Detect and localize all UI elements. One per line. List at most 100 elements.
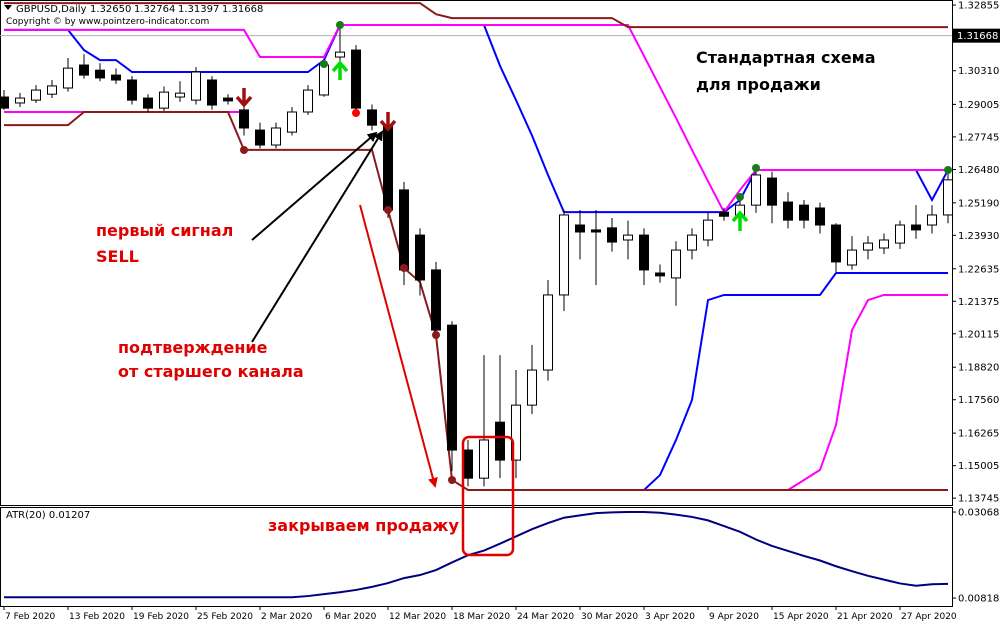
y-tick-label: 1.17560: [958, 395, 999, 406]
current-price-box: [953, 28, 1000, 43]
annotation: Стандартная схема: [696, 48, 876, 67]
candle-body: [207, 79, 217, 106]
menu-triangle: [4, 5, 12, 10]
buy-arrow: [331, 60, 349, 80]
x-tick-label: 30 Mar 2020: [581, 612, 638, 622]
candle-body: [351, 49, 361, 109]
y-tick-label: 1.16265: [958, 429, 999, 440]
main-panel: [0, 0, 953, 506]
sell-arrow: [379, 112, 397, 132]
channel-line: [4, 2, 948, 29]
candle-body: [607, 227, 617, 243]
trend-arrow: [359, 204, 438, 488]
candle-body: [767, 177, 777, 206]
buy-arrow: [731, 210, 749, 231]
dot: [944, 166, 952, 174]
candle-body: [303, 89, 313, 113]
y-tick-label: 1.18820: [958, 363, 999, 374]
candle-body: [559, 214, 569, 296]
candle-body: [863, 242, 873, 251]
channel-line: [787, 293, 948, 491]
y-tick-label: 0.00818: [958, 594, 999, 605]
annotation: от старшего канала: [118, 362, 304, 381]
candle-layer: [0, 25, 953, 487]
candle-body: [623, 234, 633, 241]
pointer-arrow: [251, 130, 384, 343]
x-tick-label: 21 Apr 2020: [837, 612, 893, 622]
annotation: SELL: [96, 247, 139, 266]
candle-body: [399, 189, 409, 271]
candle-body: [127, 79, 137, 101]
channel-line: [628, 272, 948, 492]
candle-body: [79, 64, 89, 76]
copyright: Copyright © by www.pointzero-indicator.c…: [6, 17, 209, 27]
symbol: GBPUSD,Daily: [16, 4, 87, 15]
dot: [736, 193, 744, 201]
x-tick-label: 2 Mar 2020: [261, 612, 313, 622]
candle-body: [655, 272, 665, 277]
y-tick-label: 1.25190: [958, 198, 999, 209]
candle-body: [671, 249, 681, 279]
y-tick-label: 1.15005: [958, 461, 999, 472]
candle-body: [239, 109, 249, 129]
x-tick-label: 15 Apr 2020: [773, 612, 829, 622]
dot: [384, 206, 392, 214]
dot: [752, 164, 760, 172]
signal-arrows: [235, 60, 749, 231]
candle-body: [879, 239, 889, 249]
atr-title: ATR(20) 0.01207: [6, 510, 90, 521]
candle-body: [415, 234, 425, 281]
candle-body: [31, 89, 41, 101]
dot: [448, 476, 456, 484]
quote-close: 1.31668: [222, 4, 263, 15]
x-tick-label: 18 Mar 2020: [453, 612, 510, 622]
candle-body: [591, 229, 601, 233]
candle-body: [63, 67, 73, 89]
axis-layer: 1.32855 1.30310 1.29005 1.27745 1.26480 1.251…: [3, 1, 1000, 622]
candle-body: [527, 369, 537, 406]
quote-open: 1.32650: [90, 4, 131, 15]
annotation: закрываем продажу: [268, 516, 459, 535]
candle-body: [895, 224, 905, 244]
y-tick-label: 1.26480: [958, 165, 999, 176]
quote-low: 1.31397: [178, 4, 219, 15]
x-tick-label: 9 Apr 2020: [709, 612, 759, 622]
candle-body: [799, 204, 809, 221]
dot: [240, 146, 248, 154]
y-tick-label: 1.29005: [958, 100, 999, 111]
y-tick-label: 1.32855: [958, 1, 999, 12]
annotation: подтверждение: [118, 338, 268, 357]
sell-arrow: [235, 88, 253, 108]
quote-high: 1.32764: [134, 4, 175, 15]
candle-body: [223, 97, 233, 102]
candle-body: [511, 404, 521, 461]
x-tick-label: 19 Feb 2020: [133, 612, 189, 622]
candle-body: [479, 439, 489, 479]
x-tick-label: 27 Apr 2020: [901, 612, 957, 622]
annotation: первый сигнал: [96, 221, 233, 240]
signal-dots: [240, 21, 952, 484]
y-tick-label: 1.27745: [958, 132, 999, 143]
x-tick-label: 24 Mar 2020: [517, 612, 574, 622]
candle-body: [911, 224, 921, 231]
y-tick-label: 1.13745: [958, 494, 999, 505]
candle-body: [143, 97, 153, 109]
candle-body: [367, 109, 377, 126]
candle-body: [783, 201, 793, 221]
candle-body: [751, 174, 761, 206]
dot: [352, 109, 360, 117]
x-tick-label: 6 Mar 2020: [325, 612, 377, 622]
channel-line: [4, 24, 948, 215]
y-tick-label: 1.30310: [958, 66, 999, 77]
candle-body: [0, 96, 9, 109]
candle-body: [687, 234, 697, 251]
y-tick-label: 0.03068: [958, 508, 999, 519]
candle-body: [495, 421, 505, 461]
candle-body: [927, 214, 937, 226]
candle-body: [447, 324, 457, 451]
x-tick-label: 3 Apr 2020: [645, 612, 695, 622]
pointer-arrow: [251, 131, 378, 241]
candle-body: [431, 269, 441, 331]
